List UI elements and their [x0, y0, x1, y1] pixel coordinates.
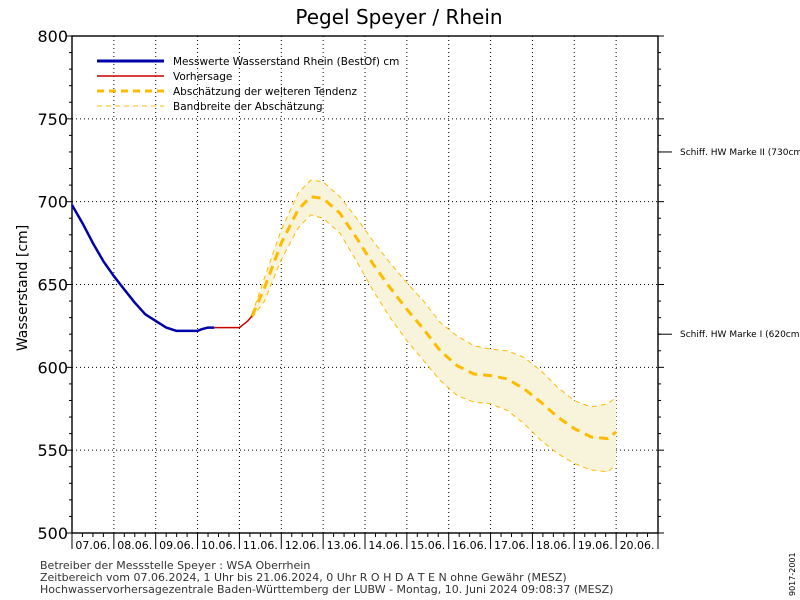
reference-markers: Schiff. HW Marke II (730cm) Schiff. HW Ma… [658, 148, 800, 340]
chart-title: Pegel Speyer / Rhein [295, 5, 502, 29]
footer-operator: Betreiber der Messstelle Speyer : WSA Ob… [40, 559, 310, 572]
y-tick-label: 500 [37, 524, 68, 543]
x-tick-label: 07.06. [75, 539, 110, 552]
forecast-line [214, 315, 253, 329]
y-tick-label: 700 [37, 193, 68, 212]
band-lower-line [251, 214, 617, 473]
series-layer [70, 195, 618, 441]
y-tick-label: 600 [37, 358, 68, 377]
x-axis: 07.06. 08.06. 09.06. 10.06. 11.06. 12.06. 13.0… [71, 533, 659, 552]
band-layer [251, 179, 617, 473]
x-tick-label: 18.06. [536, 539, 571, 552]
y-axis-label: Wasserstand [cm] [15, 225, 31, 351]
legend-label-trend: Abschätzung der weiteren Tendenz [173, 86, 358, 98]
chart-code: 9017-2001 [788, 552, 797, 596]
legend-label-band: Bandbreite der Abschätzung [173, 101, 323, 113]
measured-line [70, 204, 215, 333]
footer-time-range: Zeitbereich vom 07.06.2024, 1 Uhr bis 21… [40, 571, 567, 584]
x-tick-label: 15.06. [410, 539, 445, 552]
y-tick-label: 550 [37, 441, 68, 460]
x-tick-label: 16.06. [452, 539, 487, 552]
trend-line [250, 195, 618, 441]
band-upper-line [251, 179, 617, 408]
reference-marker-label: Schiff. HW Marke I (620cm) [680, 330, 800, 340]
reference-marker-label: Schiff. HW Marke II (730cm) [680, 148, 800, 158]
legend-label-measured: Messwerte Wasserstand Rhein (BestOf) cm [173, 56, 399, 68]
band-fill [252, 180, 617, 472]
x-tick-label: 20.06. [620, 539, 655, 552]
x-tick-label: 09.06. [159, 539, 194, 552]
y-axis: 500 550 600 650 700 750 800 [37, 27, 664, 543]
y-tick-label: 750 [37, 110, 68, 129]
x-tick-label: 08.06. [117, 539, 152, 552]
x-tick-label: 13.06. [327, 539, 362, 552]
x-tick-label: 10.06. [201, 539, 236, 552]
x-tick-label: 19.06. [578, 539, 613, 552]
x-tick-label: 14.06. [368, 539, 403, 552]
legend-label-forecast: Vorhersage [173, 71, 232, 83]
footer-source: Hochwasservorhersagezentrale Baden-Württ… [40, 583, 613, 596]
legend: Messwerte Wasserstand Rhein (BestOf) cm … [97, 56, 399, 113]
x-tick-label: 12.06. [285, 539, 320, 552]
y-tick-label: 650 [37, 276, 68, 295]
x-tick-label: 17.06. [494, 539, 529, 552]
y-tick-label: 800 [37, 27, 68, 46]
x-tick-label: 11.06. [243, 539, 278, 552]
